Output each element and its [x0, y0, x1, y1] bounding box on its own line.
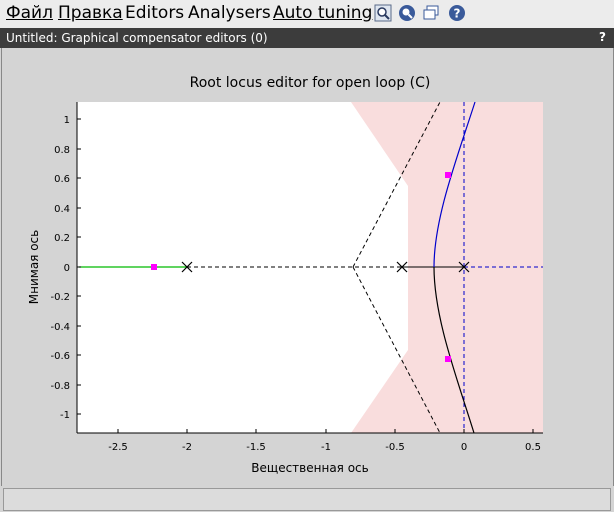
- menu-auto-tuning[interactable]: Auto tuning: [273, 3, 373, 23]
- x-tick-label: -1: [321, 442, 331, 453]
- y-tick-label: -1: [60, 410, 70, 421]
- root-locus-plot[interactable]: Root locus editor for open loop (C): [2, 48, 613, 486]
- menu-editors[interactable]: Editors: [125, 3, 185, 23]
- menu-file[interactable]: Файл: [6, 3, 53, 23]
- open-loop-poles: [181, 261, 470, 273]
- pole-marker: [458, 261, 470, 273]
- x-tick-label: -0.5: [385, 442, 405, 453]
- windows-icon[interactable]: [422, 4, 440, 22]
- closed-loop-pole-marker[interactable]: [445, 356, 451, 362]
- y-tick-label: 0: [64, 263, 70, 274]
- y-tick-label: 0.8: [54, 145, 70, 156]
- menu-bar: Файл Правка Editors Analysers Auto tunin…: [0, 0, 614, 28]
- help-icon[interactable]: ?: [448, 4, 466, 22]
- y-tick-label: 1: [64, 115, 70, 126]
- asymptote-upper: [352, 101, 441, 268]
- y-tick-label: -0.6: [50, 351, 70, 362]
- menu-edit[interactable]: Правка: [58, 3, 123, 23]
- menu-analysers[interactable]: Analysers: [188, 3, 271, 23]
- svg-text:?: ?: [454, 7, 461, 21]
- x-tick-label: -2.5: [108, 442, 128, 453]
- y-tick-label: -0.2: [50, 292, 70, 303]
- x-tick-label: -2: [182, 442, 192, 453]
- window-titlebar: Untitled: Graphical compensator editors …: [0, 28, 614, 48]
- x-tick-label: -1.5: [246, 442, 266, 453]
- zoom-in-icon[interactable]: [374, 4, 392, 22]
- y-axis-label: Мнимая ось: [27, 230, 41, 304]
- status-bar: [3, 488, 611, 511]
- pole-marker: [396, 261, 408, 273]
- x-tick-label: 0: [461, 442, 467, 453]
- x-axis-label: Вещественная ось: [251, 461, 368, 475]
- closed-loop-pole-marker[interactable]: [445, 172, 451, 178]
- help-button[interactable]: ?: [599, 30, 606, 44]
- y-tick-label: 0.4: [54, 204, 70, 215]
- editor-panel: Root locus editor for open loop (C): [1, 48, 614, 486]
- closed-loop-pole-marker[interactable]: [151, 264, 157, 270]
- x-tick-label: 0.5: [525, 442, 541, 453]
- y-tick-label: -0.8: [50, 381, 70, 392]
- locus-black-branch: [433, 266, 475, 434]
- locus-blue-branch: [433, 101, 476, 268]
- zoom-search-icon[interactable]: [398, 4, 416, 22]
- window-title: Untitled: Graphical compensator editors …: [6, 31, 268, 45]
- y-tick-label: -0.4: [50, 322, 70, 333]
- y-tick-label: 0.6: [54, 174, 70, 185]
- y-tick-label: 0.2: [54, 233, 70, 244]
- asymptote-lower: [352, 266, 441, 434]
- plot-title: Root locus editor for open loop (C): [190, 75, 431, 91]
- pole-marker: [181, 261, 193, 273]
